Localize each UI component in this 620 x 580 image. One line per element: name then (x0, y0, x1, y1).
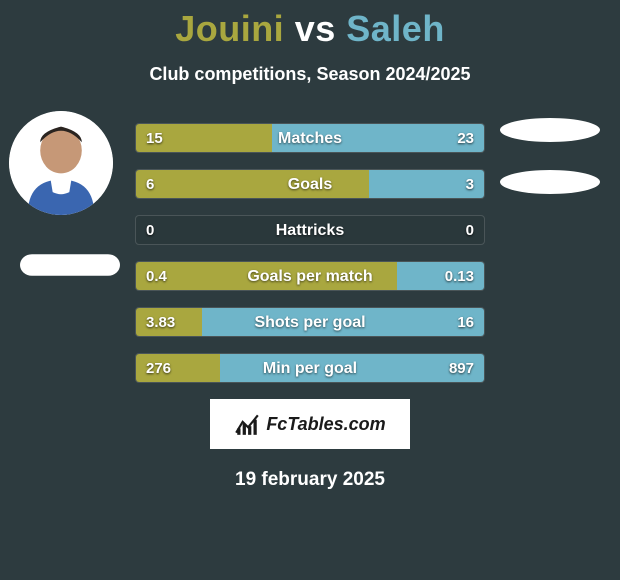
date-label: 19 february 2025 (0, 469, 620, 491)
chart-icon (234, 411, 260, 437)
stat-row: 0.40.13Goals per match (135, 261, 485, 291)
subtitle: Club competitions, Season 2024/2025 (0, 64, 620, 85)
stat-row: 63Goals (135, 169, 485, 199)
title-player1: Jouini (175, 8, 284, 49)
stat-row: 3.8316Shots per goal (135, 307, 485, 337)
stat-bar-left (136, 354, 220, 382)
comparison-panel: 1523Matches 63Goals 0 0Hattricks 0.40.13Goal… (0, 123, 620, 383)
title-vs: vs (295, 8, 336, 49)
stat-value-left: 0 (136, 216, 164, 244)
stat-bar-left (136, 170, 369, 198)
stat-bar-right (397, 262, 484, 290)
stat-bar-right (202, 308, 484, 336)
stat-row: 0 0Hattricks (135, 215, 485, 245)
stat-row: 1523Matches (135, 123, 485, 153)
player2-club-badge-2 (500, 170, 600, 194)
brand-badge: FcTables.com (210, 399, 410, 449)
stat-bar-right (272, 124, 484, 152)
stat-bar-left (136, 124, 272, 152)
stat-bar-left (136, 308, 202, 336)
stat-row: 276897Min per goal (135, 353, 485, 383)
stat-bar-right (369, 170, 484, 198)
stats-bars: 1523Matches 63Goals 0 0Hattricks 0.40.13Goal… (135, 123, 485, 383)
stat-value-right: 0 (456, 216, 484, 244)
player1-avatar (9, 111, 113, 215)
player2-club-badge-1 (500, 118, 600, 142)
player1-club-badge (20, 254, 120, 276)
title-player2: Saleh (346, 8, 445, 49)
stat-label: Hattricks (136, 216, 484, 244)
page-title: Jouini vs Saleh (0, 0, 620, 50)
stat-bar-right (220, 354, 484, 382)
stat-bar-left (136, 262, 397, 290)
avatar-icon (9, 111, 113, 215)
brand-text: FcTables.com (266, 414, 385, 435)
